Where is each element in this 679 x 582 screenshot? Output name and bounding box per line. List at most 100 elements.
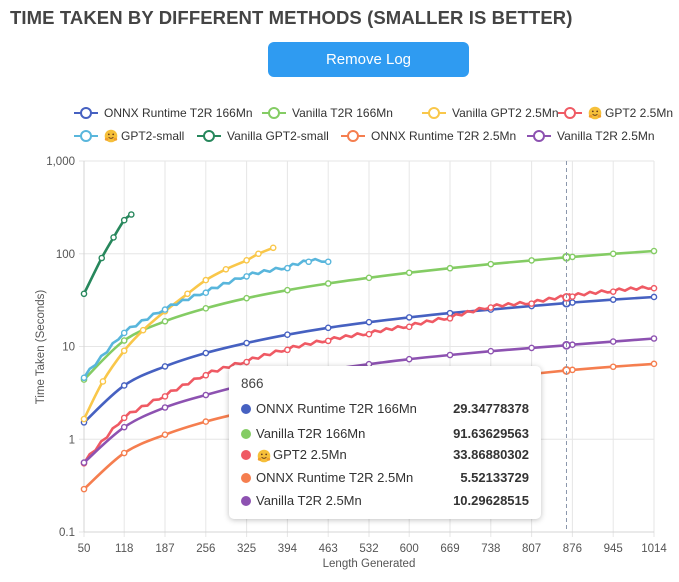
data-point[interactable] (161, 404, 169, 411)
data-point[interactable] (98, 254, 106, 262)
data-point[interactable] (284, 286, 291, 294)
data-point[interactable] (120, 423, 128, 431)
data-point[interactable] (99, 378, 107, 385)
hugging-face-emoji-icon (588, 106, 602, 120)
data-point[interactable] (365, 318, 373, 326)
data-point[interactable] (202, 276, 210, 284)
data-point[interactable] (222, 265, 230, 273)
data-point[interactable] (243, 339, 250, 347)
data-point[interactable] (161, 431, 169, 438)
data-point[interactable] (202, 305, 210, 312)
data-point[interactable] (284, 346, 291, 354)
legend-item[interactable]: GPT2 2.5Mn (558, 106, 673, 120)
data-point[interactable] (120, 414, 128, 422)
data-point[interactable] (446, 309, 454, 317)
data-point[interactable] (365, 330, 373, 338)
data-point[interactable] (255, 250, 262, 258)
data-point[interactable] (243, 294, 250, 302)
data-point[interactable] (446, 315, 454, 322)
data-point[interactable] (80, 485, 88, 493)
legend-item[interactable]: GPT2-small (74, 129, 184, 143)
data-point[interactable] (202, 289, 210, 297)
data-point[interactable] (528, 344, 535, 352)
y-tick-label: 0.1 (59, 527, 75, 539)
data-point[interactable] (650, 293, 658, 301)
data-point[interactable] (487, 260, 495, 268)
legend-item[interactable]: Vanilla GPT2-small (197, 129, 329, 143)
data-point[interactable] (161, 363, 169, 370)
series-color-dot (241, 429, 251, 439)
data-point[interactable] (120, 329, 128, 337)
series-vanilla-t2r-166mn (80, 247, 658, 383)
data-point[interactable] (446, 264, 454, 272)
legend-marker (533, 130, 545, 142)
data-point[interactable] (80, 374, 88, 382)
data-point[interactable] (405, 269, 413, 277)
data-point[interactable] (80, 415, 88, 423)
legend-item[interactable]: ONNX Runtime T2R 166Mn (74, 106, 253, 120)
data-point[interactable] (161, 306, 169, 313)
data-point[interactable] (324, 324, 332, 332)
legend-item[interactable]: Vanilla T2R 2.5Mn (527, 129, 655, 143)
data-point[interactable] (650, 335, 658, 342)
data-point[interactable] (487, 347, 495, 355)
data-point[interactable] (161, 393, 169, 400)
data-point[interactable] (243, 358, 250, 366)
data-point[interactable] (609, 338, 617, 345)
data-point[interactable] (139, 326, 147, 334)
data-point[interactable] (650, 360, 658, 368)
series-color-dot (241, 473, 251, 483)
data-point[interactable] (650, 247, 658, 255)
data-point[interactable] (128, 211, 135, 218)
tooltip-row: Vanilla T2R 2.5Mn 10.29628515 (241, 492, 529, 512)
x-tick-label: 532 (359, 543, 378, 555)
data-point[interactable] (284, 331, 291, 339)
data-point[interactable] (120, 382, 128, 389)
legend-label: Vanilla GPT2 2.5Mn (452, 106, 559, 120)
data-point[interactable] (110, 234, 117, 241)
data-point[interactable] (609, 250, 617, 258)
data-point[interactable] (202, 391, 210, 399)
data-point[interactable] (365, 274, 373, 282)
legend-item[interactable]: Vanilla T2R 166Mn (262, 106, 393, 120)
tooltip-row-label: GPT2 2.5Mn (273, 447, 347, 462)
data-point[interactable] (405, 323, 413, 331)
legend-item[interactable]: Vanilla GPT2 2.5Mn (422, 106, 559, 120)
data-point[interactable] (120, 347, 128, 355)
remove-log-button[interactable]: Remove Log (268, 42, 469, 77)
data-point[interactable] (487, 304, 495, 311)
data-point[interactable] (446, 351, 454, 359)
data-point[interactable] (269, 244, 277, 252)
data-point[interactable] (528, 300, 535, 307)
tooltip-row-label: ONNX Runtime T2R 166Mn (256, 401, 417, 416)
x-tick-label: 669 (440, 543, 459, 555)
data-point[interactable] (284, 264, 291, 272)
data-point[interactable] (405, 355, 413, 363)
data-point[interactable] (120, 449, 128, 457)
x-tick-label: 118 (115, 543, 133, 555)
data-point[interactable] (609, 363, 617, 371)
series-gpt2-2-5mn (80, 284, 658, 467)
data-point[interactable] (405, 314, 413, 321)
data-point[interactable] (80, 459, 88, 466)
data-point[interactable] (120, 337, 128, 344)
data-point[interactable] (80, 290, 88, 298)
data-point[interactable] (324, 280, 332, 287)
data-point[interactable] (324, 258, 332, 266)
data-point[interactable] (202, 418, 210, 425)
data-point[interactable] (184, 290, 191, 298)
data-point[interactable] (161, 317, 169, 325)
legend-item[interactable]: ONNX Runtime T2R 2.5Mn (341, 129, 516, 143)
data-point[interactable] (528, 257, 535, 264)
data-point[interactable] (202, 349, 210, 357)
data-point[interactable] (324, 337, 332, 345)
data-point[interactable] (243, 256, 250, 264)
data-point[interactable] (202, 371, 210, 379)
data-point[interactable] (609, 296, 617, 303)
data-point[interactable] (305, 258, 312, 266)
data-point[interactable] (120, 216, 128, 224)
data-point[interactable] (609, 288, 617, 295)
data-point[interactable] (650, 284, 658, 292)
y-tick-label: 1,000 (46, 156, 75, 168)
data-point[interactable] (243, 273, 250, 280)
